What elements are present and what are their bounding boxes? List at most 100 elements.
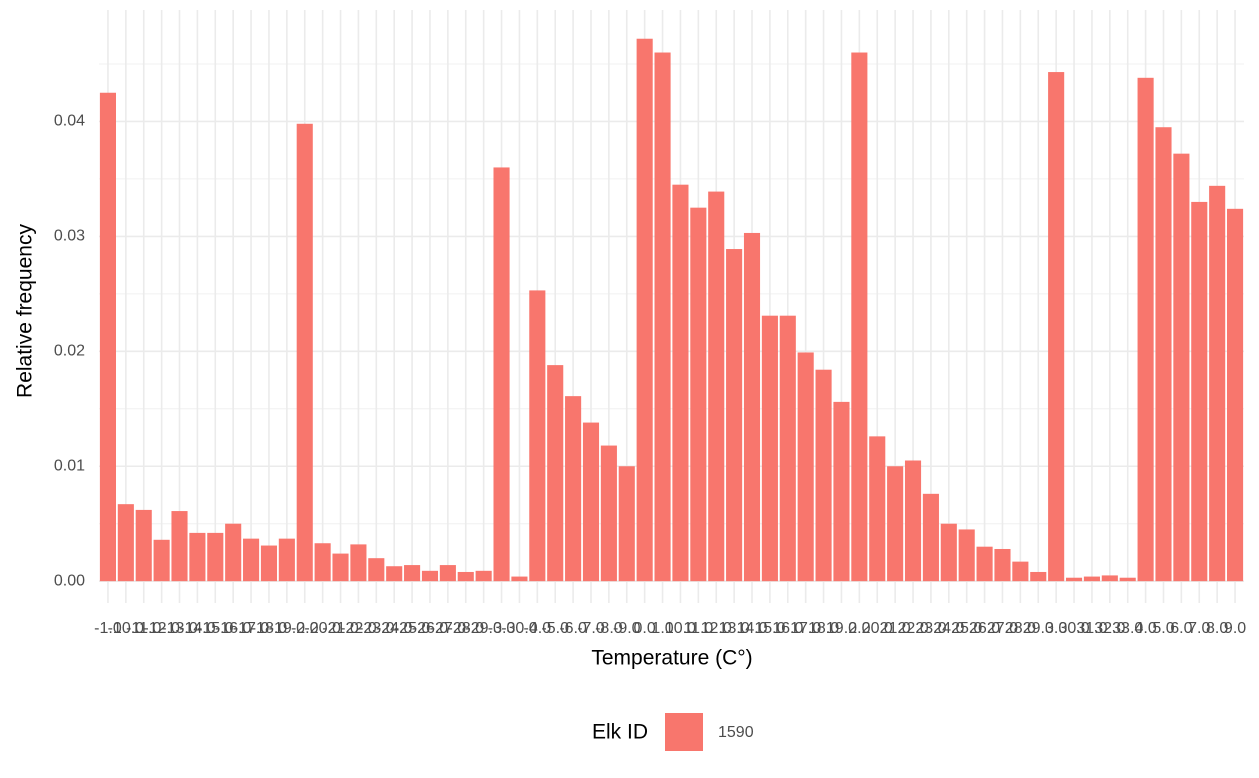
bar	[189, 532, 206, 582]
bar	[1083, 576, 1100, 582]
x-tick-label: -23.0	[358, 620, 395, 637]
x-tick-label: -22.0	[340, 620, 377, 637]
bar	[743, 232, 761, 582]
y-tick-label: 0.00	[54, 572, 85, 589]
bar	[797, 352, 814, 582]
x-tick-label: 23.0	[915, 620, 946, 637]
bar	[833, 401, 850, 582]
bar	[815, 369, 832, 582]
x-tick-label: 16.0	[772, 620, 803, 637]
x-tick-label: -7.0	[577, 620, 605, 637]
x-tick-label: -30.0	[501, 620, 538, 637]
bar	[708, 191, 725, 582]
bar	[565, 396, 582, 582]
bar	[171, 511, 188, 582]
x-axis-title: Temperature (C°)	[591, 647, 752, 670]
bar	[314, 543, 331, 582]
x-tick-label: -28.0	[448, 620, 485, 637]
bar	[243, 538, 260, 582]
bar	[457, 571, 474, 582]
bar	[350, 544, 367, 582]
legend-key	[665, 713, 703, 751]
x-tick-label: -2.0	[291, 620, 319, 637]
bar	[940, 523, 957, 582]
x-tick-label: 10.0	[665, 620, 696, 637]
bar	[404, 565, 421, 582]
x-tick-label: -25.0	[394, 620, 431, 637]
x-tick-label: -6.0	[559, 620, 587, 637]
x-tick-label: 11.0	[683, 620, 713, 637]
x-tick-label: -15.0	[197, 620, 234, 637]
x-tick-label: 26.0	[969, 620, 1000, 637]
bar	[1048, 72, 1065, 582]
bar	[225, 523, 242, 582]
bar	[672, 184, 689, 582]
bar	[726, 249, 743, 582]
bar	[260, 545, 278, 582]
x-tick-label: 15.0	[754, 620, 785, 637]
bar	[922, 493, 939, 582]
bar	[475, 570, 492, 582]
x-tick-label: -19.0	[269, 620, 306, 637]
x-tick-label: -24.0	[376, 620, 413, 637]
bar	[654, 52, 671, 582]
x-tick-label: 17.0	[790, 620, 821, 637]
bar	[1155, 127, 1172, 582]
x-tick-label: 13.0	[719, 620, 750, 637]
x-tick-label: -10.0	[108, 620, 145, 637]
bar	[1101, 575, 1118, 582]
bar	[887, 466, 904, 582]
x-tick-label: 33.0	[1112, 620, 1143, 637]
bar	[1209, 185, 1226, 582]
x-tick-label: 21.0	[880, 620, 911, 637]
bar	[99, 92, 116, 582]
bar	[761, 315, 778, 582]
bar	[958, 529, 975, 582]
bar	[332, 553, 349, 582]
bar	[1173, 153, 1190, 582]
bar	[851, 52, 868, 582]
x-tick-label: -26.0	[412, 620, 449, 637]
x-tick-label: -29.0	[465, 620, 502, 637]
x-tick-label: 0.0	[634, 620, 656, 637]
y-axis-title: Relative frequency	[14, 224, 37, 398]
bar	[582, 422, 600, 582]
x-tick-label: 4.0	[1134, 620, 1156, 637]
bar	[976, 546, 993, 582]
x-tick-label: 24.0	[933, 620, 964, 637]
x-tick-label: 32.0	[1094, 620, 1125, 637]
x-tick-label: 7.0	[1188, 620, 1210, 637]
x-tick-label: -27.0	[430, 620, 467, 637]
x-tick-label: -12.0	[143, 620, 180, 637]
x-tick-label: 9.0	[1224, 620, 1246, 637]
y-tick-label: 0.04	[54, 113, 85, 130]
bar	[1137, 77, 1154, 582]
bar	[439, 565, 456, 582]
x-tick-label: 5.0	[1152, 620, 1174, 637]
x-tick-label: -3.0	[488, 620, 516, 637]
bar	[153, 539, 170, 582]
bar	[904, 460, 922, 582]
x-tick-label: -17.0	[233, 620, 270, 637]
x-tick-label: 14.0	[736, 620, 767, 637]
x-tick-label: -14.0	[179, 620, 216, 637]
bar	[529, 290, 546, 582]
y-tick-label: 0.01	[54, 457, 85, 474]
bar	[547, 365, 564, 582]
x-tick-label: -18.0	[251, 620, 288, 637]
bar	[511, 576, 528, 582]
x-tick-label: -13.0	[161, 620, 198, 637]
x-tick-label: -9.0	[613, 620, 641, 637]
x-tick-label: 19.0	[826, 620, 857, 637]
x-tick-label: 3.0	[1045, 620, 1067, 637]
bar	[994, 548, 1011, 582]
bar	[690, 207, 707, 582]
x-tick-label: 31.0	[1076, 620, 1107, 637]
bar	[117, 504, 134, 582]
bar	[600, 445, 617, 582]
x-tick-label: -1.0	[94, 620, 122, 637]
bar	[386, 566, 403, 582]
x-tick-label: -8.0	[595, 620, 623, 637]
x-tick-label: 29.0	[1023, 620, 1054, 637]
x-tick-label: -20.0	[304, 620, 341, 637]
